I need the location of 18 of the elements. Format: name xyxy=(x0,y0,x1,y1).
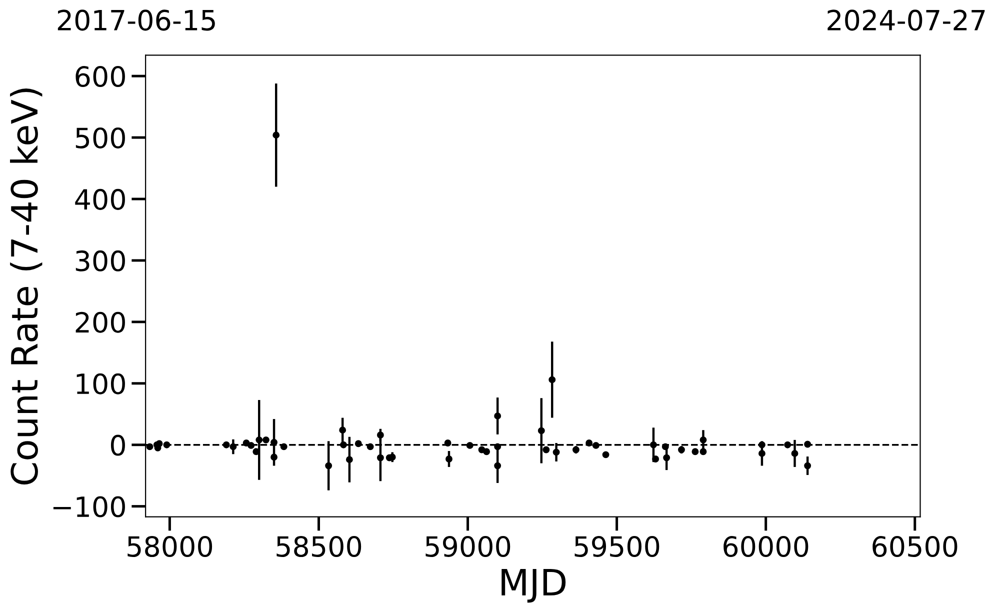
x-tick-label: 58000 xyxy=(128,536,212,558)
y-tick-label: 400 xyxy=(75,188,125,210)
y-tick-label: −100 xyxy=(53,496,125,518)
y-tick-label: 100 xyxy=(76,373,125,394)
y-tick-label: 200 xyxy=(76,312,125,333)
y-tick-label: 0 xyxy=(110,434,125,456)
y-tick-label: 600 xyxy=(76,66,125,88)
x-tick-label: 59000 xyxy=(426,536,510,558)
y-tick-label: 300 xyxy=(76,250,125,272)
x-tick-label: 59500 xyxy=(574,536,660,558)
text: 2017-06-15 xyxy=(58,10,215,31)
x-tick-label: 58500 xyxy=(276,536,362,558)
x-tick-label: 60000 xyxy=(724,536,808,558)
text: 2024-07-27 xyxy=(828,10,985,31)
y-axis-title: Count Rate (7-40 keV) xyxy=(10,88,42,484)
y-tick-label: 500 xyxy=(76,127,125,148)
x-axis-title: MJD xyxy=(502,569,566,603)
x-tick-label: 60500 xyxy=(872,536,958,558)
